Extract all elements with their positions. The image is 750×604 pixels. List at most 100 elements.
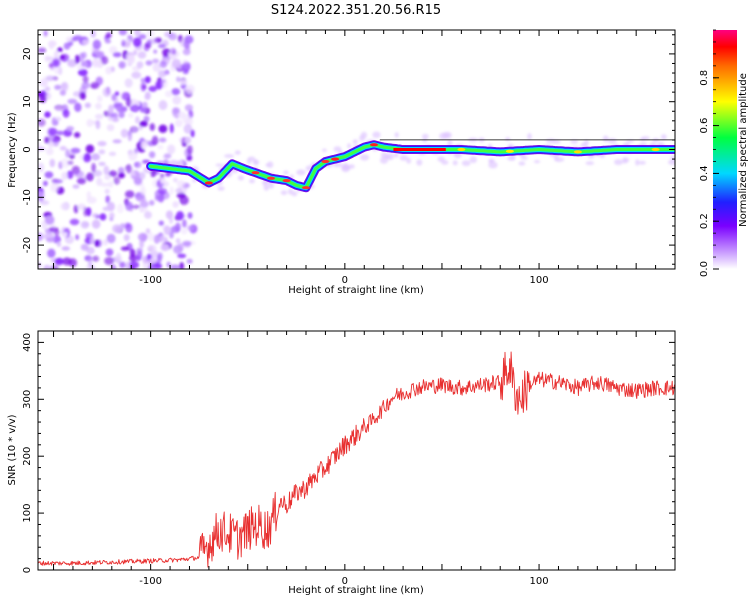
noise-blob [129, 265, 136, 269]
haze-blob [638, 160, 646, 165]
noise-blob [151, 135, 159, 146]
noise-blob [157, 187, 168, 195]
y-tick-label: 20 [22, 48, 33, 61]
noise-blob [112, 52, 122, 58]
noise-blob [138, 34, 147, 40]
noise-blob [140, 141, 148, 149]
noise-blob [46, 147, 54, 156]
noise-blob [106, 233, 116, 244]
noise-blob [92, 255, 100, 262]
haze-blob [234, 150, 241, 155]
noise-blob [66, 170, 74, 179]
noise-blob [169, 47, 177, 55]
snr-x-axis-label: Height of straight line (km) [288, 585, 424, 596]
y-tick-label: 200 [22, 447, 33, 466]
haze-blob [554, 157, 565, 163]
haze-blob [224, 154, 235, 158]
haze-blob [383, 155, 392, 159]
noise-blob [88, 257, 93, 267]
noise-blob [86, 119, 94, 127]
noise-blob [48, 226, 59, 232]
noise-blob [56, 130, 65, 136]
noise-blob [175, 238, 181, 244]
noise-blob [136, 61, 144, 69]
noise-blob [139, 239, 145, 249]
snr-y-axis-label: SNR (10 * v/v) [7, 414, 18, 485]
noise-blob [106, 124, 115, 132]
noise-blob [158, 43, 166, 49]
noise-blob [182, 48, 191, 56]
ridge-hotspot [321, 159, 330, 164]
haze-blob [660, 134, 667, 140]
noise-blob [112, 224, 123, 234]
haze-blob [422, 138, 428, 143]
noise-blob [48, 127, 58, 136]
noise-blob [104, 175, 111, 180]
noise-blob [101, 56, 109, 65]
noise-blob [148, 151, 156, 159]
noise-blob [165, 210, 174, 220]
snr-plot-area [38, 331, 675, 570]
noise-blob [158, 79, 166, 84]
noise-blob [65, 148, 70, 158]
noise-blob [91, 153, 100, 161]
noise-blob [186, 155, 193, 161]
noise-blob [148, 232, 154, 242]
noise-blob [184, 104, 193, 112]
noise-blob [124, 78, 133, 88]
noise-blob [109, 212, 115, 219]
noise-blob [118, 111, 125, 119]
noise-blob [43, 30, 48, 37]
noise-blob [81, 61, 88, 67]
haze-blob [439, 132, 448, 140]
noise-blob [140, 185, 146, 196]
noise-blob [133, 49, 138, 56]
noise-blob [60, 158, 70, 168]
haze-blob [217, 186, 225, 191]
noise-blob [150, 250, 159, 258]
noise-blob [187, 212, 193, 219]
haze-blob [263, 184, 270, 191]
noise-blob [118, 61, 126, 69]
noise-blob [179, 79, 188, 85]
noise-blob [120, 106, 128, 112]
haze-blob [322, 148, 327, 152]
ridge-hotspot [204, 181, 213, 185]
noise-blob [133, 37, 142, 48]
haze-blob [249, 178, 255, 184]
noise-blob [164, 90, 173, 98]
noise-blob [56, 242, 62, 247]
noise-blob [118, 30, 127, 36]
snr-panel: -100 0 100 0 100 200 300 400 Height of straight… [7, 330, 676, 596]
y-tick-label: 300 [22, 390, 33, 409]
noise-blob [83, 206, 88, 217]
noise-blob [169, 217, 174, 224]
colorbar-gradient [713, 30, 737, 269]
noise-blob [108, 181, 114, 188]
noise-blob [175, 187, 183, 194]
noise-blob [186, 145, 193, 155]
noise-blob [44, 86, 51, 92]
noise-blob [104, 39, 111, 44]
noise-blob [48, 40, 57, 47]
colorbar-ticks: 0.0 0.2 0.4 0.6 0.8 [699, 29, 719, 277]
haze-blob [421, 133, 429, 140]
haze-blob [570, 139, 579, 144]
haze-blob [296, 169, 306, 176]
noise-blob [95, 102, 102, 110]
noise-blob [148, 264, 157, 269]
noise-blob [127, 54, 135, 65]
noise-blob [67, 98, 78, 104]
snr-content [38, 351, 675, 568]
colorbar-tick-label: 0.6 [699, 118, 710, 134]
noise-blob [59, 89, 66, 96]
noise-blob [86, 246, 95, 255]
noise-blob [109, 46, 118, 54]
noise-blob [104, 188, 110, 194]
noise-blob [96, 177, 103, 186]
noise-blob [54, 84, 62, 90]
noise-blob [135, 116, 140, 124]
noise-blob [42, 76, 47, 85]
noise-blob [80, 243, 89, 251]
noise-blob [111, 117, 120, 123]
